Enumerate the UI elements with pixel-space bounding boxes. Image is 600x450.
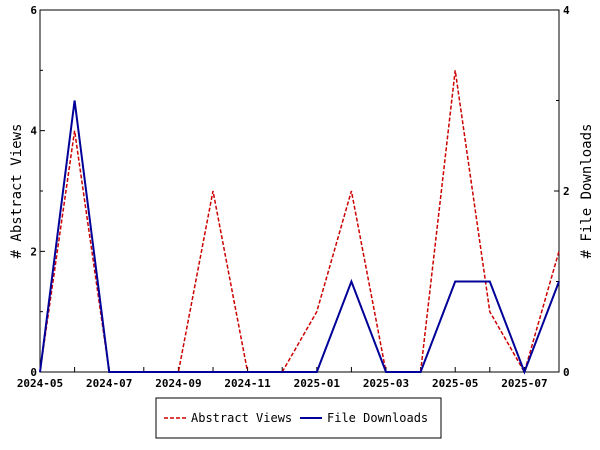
x-tick-label: 2025-03 [363, 377, 409, 390]
x-tick-label: 2025-07 [501, 377, 547, 390]
series-line-abstract-views [39, 70, 560, 374]
y-left-tick-label: 4 [30, 125, 37, 138]
x-tick-label: 2025-01 [294, 377, 341, 390]
x-tick-label: 2025-05 [432, 377, 478, 390]
plot-frame [39, 9, 560, 373]
y-left-tick-label: 6 [30, 4, 37, 17]
y-right-tick-label: 4 [563, 4, 570, 17]
x-tick-label: 2024-09 [155, 377, 201, 390]
x-tick-label: 2024-07 [86, 377, 132, 390]
legend: Abstract Views File Downloads [155, 397, 442, 439]
legend-label: Abstract Views [191, 411, 292, 425]
x-tick-label: 2024-11 [224, 377, 271, 390]
y-axis-right-title: # File Downloads [579, 124, 595, 259]
x-tick-label: 2024-05 [17, 377, 63, 390]
y-right-tick-label: 2 [563, 185, 570, 198]
y-right-tick-label: 0 [563, 366, 570, 379]
legend-box [155, 397, 442, 439]
y-left-tick-label: 2 [30, 245, 37, 258]
y-left-tick-label: 0 [30, 366, 37, 379]
y-axis-left-title: # Abstract Views [9, 124, 25, 259]
series-layer [39, 70, 560, 375]
series-line-file-downloads [39, 100, 560, 375]
axis-ticks: 2024-05 2024-07 2024-09 2024-11 2025-01 2025-… [17, 4, 570, 390]
legend-label: File Downloads [327, 411, 428, 425]
